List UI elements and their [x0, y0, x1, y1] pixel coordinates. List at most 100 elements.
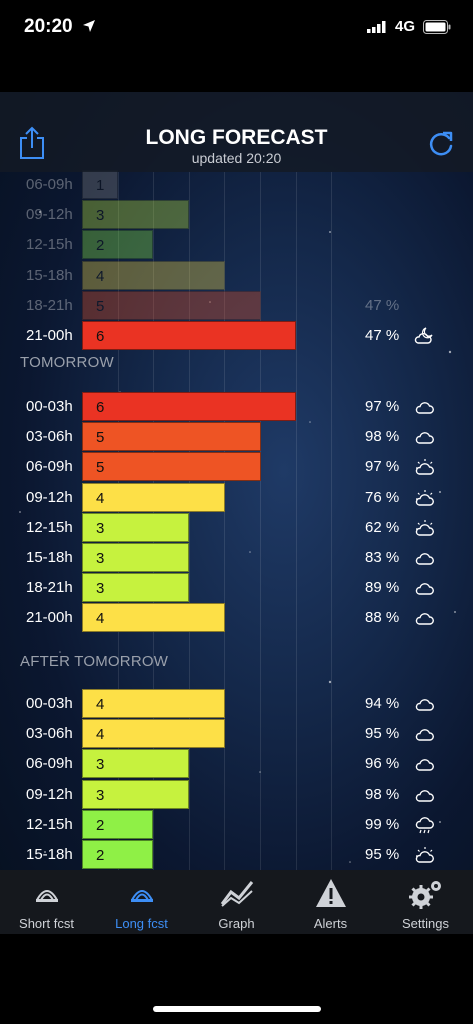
kp-bar: 5: [82, 422, 261, 452]
cloud-icon: [415, 729, 434, 741]
time-slot-label: 15-18h: [26, 549, 73, 566]
time-slot-label: 09-12h: [26, 206, 73, 224]
refresh-icon[interactable]: [427, 130, 455, 158]
kp-value: 3: [96, 756, 105, 774]
kp-bar: 1: [82, 170, 118, 199]
cloud-icon: [415, 789, 434, 802]
grid-line: [189, 172, 190, 872]
section-after-tomorrow: AFTER TOMORROW: [20, 653, 169, 670]
cloud-coverage: 62 %: [365, 518, 400, 536]
kp-value: 6: [96, 328, 105, 345]
kp-value: 3: [96, 580, 105, 598]
kp-value: 2: [96, 237, 105, 255]
cloud-icon: [415, 613, 434, 626]
kp-value: 2: [96, 847, 105, 864]
cloud-coverage: 98 %: [365, 785, 400, 803]
forecast-row: 00-03h 4 94 %: [0, 689, 473, 719]
cloud-coverage: 76 %: [365, 488, 400, 506]
kp-bar: 3: [82, 779, 189, 809]
kp-value: 3: [96, 786, 105, 804]
kp-bar: 4: [82, 260, 225, 290]
grid-line: [224, 172, 225, 872]
cloud-coverage: 94 %: [365, 695, 400, 712]
section-tomorrow: TOMORROW: [20, 354, 114, 371]
forecast-row: 12-15h 3 62 %: [0, 512, 473, 543]
cloud-icon: [415, 402, 434, 414]
cloud-icon: [415, 759, 434, 772]
time-slot-label: 00-03h: [26, 398, 73, 415]
forecast-row: 00-03h 6 97 %: [0, 392, 473, 422]
partly-cloudy-night-icon: [414, 327, 433, 344]
forecast-row: 09-12h 3: [0, 200, 473, 230]
cloud-icon: [415, 553, 434, 565]
signal-icon: [366, 20, 386, 33]
kp-bar: 2: [82, 840, 153, 869]
kp-value: 5: [96, 429, 105, 447]
tab-label: Settings: [402, 916, 449, 931]
battery-icon: [423, 19, 451, 34]
kp-value: 5: [96, 297, 105, 315]
tab-alerts[interactable]: Alerts: [283, 870, 378, 934]
time-slot-label: 06-09h: [26, 458, 73, 476]
tab-label: Long fcst: [115, 916, 168, 931]
kp-value: 5: [96, 459, 105, 477]
time-slot-label: 12-15h: [26, 815, 73, 833]
tab-long-fcst[interactable]: Long fcst: [93, 870, 190, 934]
partly-cloudy-icon: [415, 847, 434, 863]
kp-value: 6: [96, 399, 105, 416]
forecast-row: 18-21h 5 47 %: [0, 290, 473, 321]
forecast-row: 12-15h 2: [0, 230, 473, 260]
time-slot-label: 00-03h: [26, 695, 73, 712]
tab-label: Graph: [218, 916, 255, 931]
cloud-icon: [415, 432, 434, 444]
tab-settings[interactable]: Settings: [378, 870, 473, 934]
tab-short-fcst[interactable]: Short fcst: [0, 870, 93, 934]
aurora-icon: [35, 890, 58, 902]
kp-bar: 3: [82, 512, 189, 542]
time-slot-label: 18-21h: [26, 296, 73, 314]
time-slot-label: 06-09h: [26, 176, 73, 193]
cloud-coverage: 47 %: [365, 296, 400, 314]
kp-value: 4: [96, 489, 105, 507]
graph-icon: [220, 881, 253, 907]
grid-line: [331, 172, 332, 872]
cloud-coverage: 96 %: [365, 755, 400, 773]
share-icon[interactable]: [18, 126, 46, 160]
kp-bar: 4: [82, 689, 225, 718]
aurora-icon: [130, 890, 153, 902]
time-slot-label: 21-00h: [26, 609, 73, 627]
forecast-row: 06-09h 5 97 %: [0, 452, 473, 482]
forecast-row: 18-21h 3 89 %: [0, 573, 473, 603]
kp-value: 4: [96, 267, 105, 285]
kp-value: 1: [96, 177, 105, 194]
forecast-row: 09-12h 3 98 %: [0, 779, 473, 810]
alert-icon: [315, 879, 346, 907]
cloud-coverage: 99 %: [365, 815, 400, 833]
time-slot-label: 09-12h: [26, 488, 73, 506]
grid-line: [260, 172, 261, 872]
kp-value: 3: [96, 519, 105, 537]
time-slot-label: 18-21h: [26, 579, 73, 597]
header: LONG FORECAST updated 20:20: [0, 92, 473, 172]
tab-graph[interactable]: Graph: [190, 870, 283, 934]
time-slot-label: 15-18h: [26, 846, 73, 863]
kp-bar: 3: [82, 749, 189, 779]
cloud-coverage: 98 %: [365, 428, 400, 446]
forecast-panel[interactable]: 06-09h 1 09-12h 3 12-15h 2 15-18h 4 18-21h 5 47 % 2…: [0, 92, 473, 934]
kp-value: 3: [96, 207, 105, 225]
time-slot-label: 09-12h: [26, 785, 73, 803]
kp-bar: 5: [82, 452, 261, 482]
forecast-row: 06-09h 1: [0, 170, 473, 200]
kp-bar: 4: [82, 482, 225, 512]
partly-cloudy-icon: [415, 459, 434, 476]
partly-cloudy-icon: [415, 489, 434, 506]
cloud-icon: [415, 699, 434, 711]
kp-bar: 3: [82, 573, 189, 603]
grid-line: [296, 172, 297, 872]
updated-time: updated 20:20: [191, 150, 282, 166]
kp-bar: 6: [82, 321, 296, 350]
network-type: 4G: [394, 18, 415, 35]
kp-value: 4: [96, 696, 105, 713]
kp-value: 2: [96, 816, 105, 834]
forecast-row: 15-18h 2 95 %: [0, 840, 473, 870]
